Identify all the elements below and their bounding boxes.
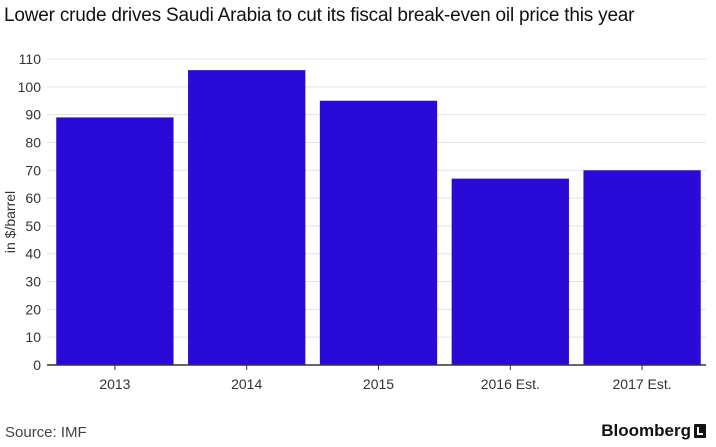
y-tick-label: 10 [25, 329, 41, 345]
y-tick-label: 80 [25, 134, 41, 150]
y-tick-label: 40 [25, 246, 41, 262]
y-tick-label: 60 [25, 190, 41, 206]
y-tick-label: 110 [19, 51, 42, 67]
brand-name: Bloomberg [601, 421, 691, 440]
bloomberg-chart-icon [694, 424, 706, 438]
x-tick-label: 2017 Est. [613, 376, 672, 392]
bar-2016-est [451, 178, 569, 365]
chart-title: Lower crude drives Saudi Arabia to cut i… [4, 5, 635, 26]
y-tick-label: 70 [25, 162, 41, 178]
y-axis-label: in $/barrel [2, 191, 18, 253]
y-tick-label: 90 [25, 107, 41, 123]
x-tick-label: 2015 [363, 376, 394, 392]
x-axis-ticks: 2013 2014 2015 2016 Est. 2017 Est. [99, 365, 672, 392]
x-tick-label: 2014 [231, 376, 262, 392]
y-axis-ticks: 0 10 20 30 40 50 60 70 80 90 100 110 [18, 51, 42, 373]
bloomberg-logo: Bloomberg [601, 421, 706, 441]
y-tick-label: 100 [18, 79, 42, 95]
bar-2017-est [583, 170, 701, 365]
bars [56, 70, 701, 366]
source-note: Source: IMF [5, 424, 87, 441]
y-tick-label: 20 [25, 301, 41, 317]
bar-2015 [319, 100, 438, 366]
x-tick-label: 2016 Est. [481, 376, 540, 392]
x-tick-label: 2013 [99, 376, 130, 392]
y-tick-label: 30 [25, 274, 41, 290]
y-tick-label: 50 [25, 218, 41, 234]
y-tick-label: 0 [33, 357, 41, 373]
bar-2014 [188, 70, 306, 366]
bar-2013 [56, 117, 174, 365]
